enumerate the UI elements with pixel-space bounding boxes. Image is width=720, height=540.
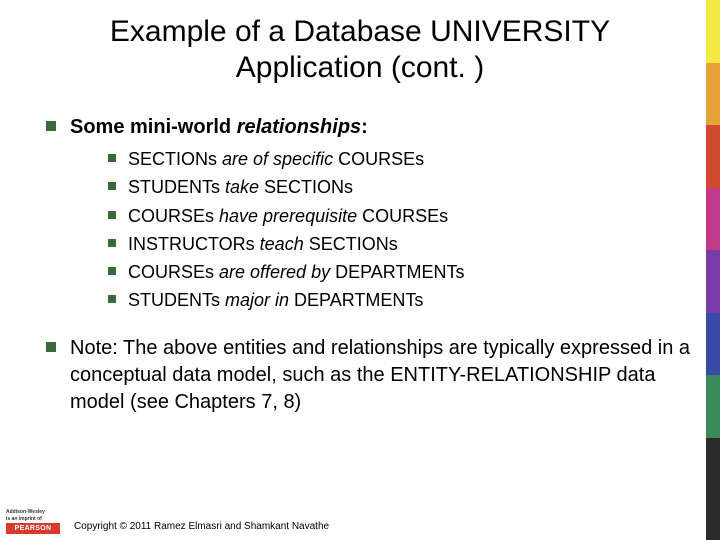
- bullet-marker-icon: [108, 182, 116, 190]
- copyright-text: Copyright © 2011 Ramez Elmasri and Shamk…: [74, 521, 329, 532]
- heading-prefix: Some mini-world: [70, 116, 237, 138]
- list-item: COURSEs have prerequisite COURSEs: [108, 204, 690, 228]
- list-item: STUDENTs major in DEPARTMENTs: [108, 288, 690, 312]
- list-item-text: COURSEs are offered by DEPARTMENTs: [128, 260, 464, 284]
- list-item: INSTRUCTORs teach SECTIONs: [108, 232, 690, 256]
- list-item-text: SECTIONs are of specific COURSEs: [128, 147, 424, 171]
- heading-italic: relationships: [237, 116, 361, 138]
- note-text: Note: The above entities and relationshi…: [70, 335, 690, 416]
- bullet-marker-icon: [108, 154, 116, 162]
- slide-content: Some mini-world relationships: SECTIONs …: [0, 96, 720, 416]
- slide-footer: Addison-Wesley is an imprint of PEARSON …: [0, 500, 720, 540]
- publisher-line1: Addison-Wesley: [6, 509, 60, 516]
- heading-suffix: :: [361, 116, 368, 138]
- bullet-note: Note: The above entities and relationshi…: [46, 335, 690, 416]
- publisher-brand: PEARSON: [6, 523, 60, 534]
- bullet-marker-icon: [108, 267, 116, 275]
- list-item: STUDENTs take SECTIONs: [108, 175, 690, 199]
- list-item-text: STUDENTs take SECTIONs: [128, 175, 353, 199]
- bullet-marker-icon: [46, 121, 56, 131]
- bullet-heading: Some mini-world relationships:: [46, 114, 690, 141]
- list-item-text: INSTRUCTORs teach SECTIONs: [128, 232, 398, 256]
- bullet-marker-icon: [46, 342, 56, 352]
- footer-strip: [706, 500, 720, 540]
- heading-text: Some mini-world relationships:: [70, 114, 368, 141]
- bullet-marker-icon: [108, 239, 116, 247]
- list-item-text: COURSEs have prerequisite COURSEs: [128, 204, 448, 228]
- list-item-text: STUDENTs major in DEPARTMENTs: [128, 288, 423, 312]
- bullet-marker-icon: [108, 211, 116, 219]
- decorative-color-strip: [706, 0, 720, 500]
- bullet-marker-icon: [108, 295, 116, 303]
- slide: Example of a Database UNIVERSITY Applica…: [0, 0, 720, 540]
- relationships-list: SECTIONs are of specific COURSEs STUDENT…: [46, 147, 690, 313]
- publisher-line2: is an imprint of: [6, 516, 60, 523]
- list-item: COURSEs are offered by DEPARTMENTs: [108, 260, 690, 284]
- slide-title: Example of a Database UNIVERSITY Applica…: [0, 0, 720, 96]
- list-item: SECTIONs are of specific COURSEs: [108, 147, 690, 171]
- publisher-badge: Addison-Wesley is an imprint of PEARSON: [6, 509, 60, 534]
